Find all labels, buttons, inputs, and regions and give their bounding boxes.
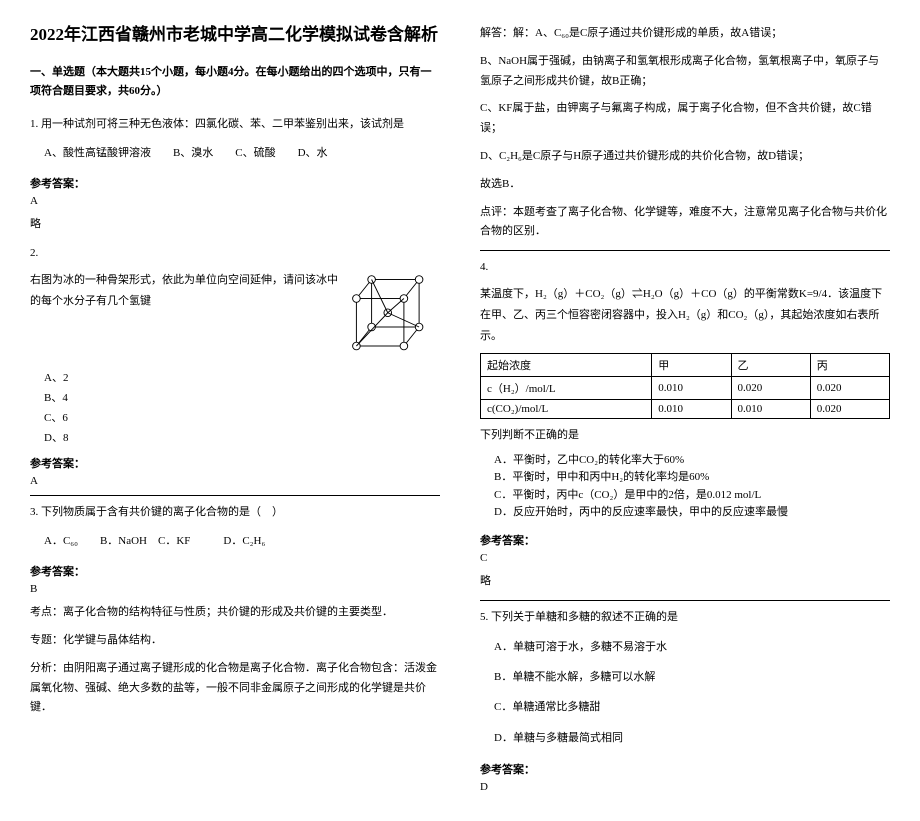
q5-opt-d: D．单糖与多糖最简式相同 bbox=[494, 725, 890, 751]
th: 乙 bbox=[731, 353, 810, 376]
q3-answer-label: 参考答案： bbox=[30, 563, 440, 579]
q5-answer-label: 参考答案： bbox=[480, 761, 890, 777]
q1-answer: A bbox=[30, 195, 440, 207]
q4-stem: 某温度下，H₂（g）＋CO₂（g）⇌H₂O（g）＋CO（g）的平衡常数K=9/4… bbox=[480, 284, 890, 347]
q5-answer: D bbox=[480, 781, 890, 793]
q4-answer: C bbox=[480, 552, 890, 564]
th: 丙 bbox=[810, 353, 889, 376]
q4-opt-d: D．反应开始时，丙中的反应速率最快，甲中的反应速率最慢 bbox=[494, 504, 890, 522]
divider bbox=[30, 495, 440, 496]
q3-dianping: 点评：本题考查了离子化合物、化学键等，难度不大，注意常见离子化合物与共价化合物的… bbox=[480, 203, 890, 243]
q3-kaodian: 考点：离子化合物的结构特征与性质；共价键的形成及共价键的主要类型． bbox=[30, 603, 440, 623]
table-row: c(CO₂)/mol/L 0.010 0.010 0.020 bbox=[481, 399, 890, 418]
q2-opt-b: B、4 bbox=[44, 389, 440, 405]
q2-opt-d: D、8 bbox=[44, 429, 440, 445]
page-title: 2022年江西省赣州市老城中学高二化学模拟试卷含解析 bbox=[30, 20, 440, 45]
q3-answer: B bbox=[30, 583, 440, 595]
th: 甲 bbox=[652, 353, 731, 376]
q4-opt-a: A．平衡时，乙中CO₂的转化率大于60% bbox=[494, 452, 890, 470]
q2-num: 2. bbox=[30, 243, 440, 264]
td: 0.020 bbox=[810, 376, 889, 399]
q5-stem: 5. 下列关于单糖和多糖的叙述不正确的是 bbox=[480, 607, 890, 628]
q3-jd-b: B、NaOH属于强碱，由钠离子和氢氧根形成离子化合物，氢氧根离子中，氧原子与氢原… bbox=[480, 52, 890, 92]
td: 0.020 bbox=[810, 399, 889, 418]
q4-note: 略 bbox=[480, 572, 890, 592]
divider bbox=[480, 600, 890, 601]
q3-jd-a: 解答：解：A、C₆₀是C原子通过共价键形成的单质，故A错误； bbox=[480, 24, 890, 44]
q4-answer-label: 参考答案： bbox=[480, 532, 890, 548]
table-row: 起始浓度 甲 乙 丙 bbox=[481, 353, 890, 376]
td: c(CO₂)/mol/L bbox=[481, 399, 652, 418]
td: 0.010 bbox=[652, 376, 731, 399]
th: 起始浓度 bbox=[481, 353, 652, 376]
q4-table: 起始浓度 甲 乙 丙 c（H₂）/mol/L 0.010 0.020 0.020… bbox=[480, 353, 890, 419]
q3-options: A．C₆₀ B．NaOH C．KF D．C₂H₆ bbox=[44, 529, 440, 553]
q4-num: 4. bbox=[480, 257, 890, 278]
q2-opt-c: C、6 bbox=[44, 409, 440, 425]
q3-jd-d: D、C₂H₆是C原子与H原子通过共价键形成的共价化合物，故D错误； bbox=[480, 147, 890, 167]
td: c（H₂）/mol/L bbox=[481, 376, 652, 399]
q4-opt-c: C．平衡时，丙中c（CO₂）是甲中的2倍，是0.012 mol/L bbox=[494, 487, 890, 505]
q4-sub: 下列判断不正确的是 bbox=[480, 425, 890, 446]
q3-guxuan: 故选B． bbox=[480, 175, 890, 195]
q3-zhuanti: 专题：化学键与晶体结构． bbox=[30, 631, 440, 651]
section-1-heading: 一、单选题（本大题共15个小题，每小题4分。在每小题给出的四个选项中，只有一项符… bbox=[30, 63, 440, 100]
td: 0.020 bbox=[731, 376, 810, 399]
td: 0.010 bbox=[731, 399, 810, 418]
q2-answer: A bbox=[30, 475, 440, 487]
table-row: c（H₂）/mol/L 0.010 0.020 0.020 bbox=[481, 376, 890, 399]
q5-opt-a: A．单糖可溶于水，多糖不易溶于水 bbox=[494, 634, 890, 660]
q1-options: A、酸性高锰酸钾溶液 B、溴水 C、硫酸 D、水 bbox=[44, 141, 440, 165]
q4-opt-b: B．平衡时，甲中和丙中H₂的转化率均是60% bbox=[494, 469, 890, 487]
q1-stem: 1. 用一种试剂可将三种无色液体：四氯化碳、苯、二甲苯鉴别出来，该试剂是 bbox=[30, 114, 440, 135]
cube-lattice-figure bbox=[345, 270, 440, 365]
q2-answer-label: 参考答案： bbox=[30, 455, 440, 471]
q3-stem: 3. 下列物质属于含有共价键的离子化合物的是（ ） bbox=[30, 502, 440, 523]
q5-opt-b: B．单糖不能水解，多糖可以水解 bbox=[494, 664, 890, 690]
q1-note: 略 bbox=[30, 215, 440, 235]
q2-opt-a: A、2 bbox=[44, 369, 440, 385]
q1-answer-label: 参考答案： bbox=[30, 175, 440, 191]
q3-fenxi: 分析：由阴阳离子通过离子键形成的化合物是离子化合物．离子化合物包含：活泼金属氧化… bbox=[30, 659, 440, 718]
td: 0.010 bbox=[652, 399, 731, 418]
divider bbox=[480, 250, 890, 251]
q3-jd-c: C、KF属于盐，由钾离子与氟离子构成，属于离子化合物，但不含共价键，故C错误； bbox=[480, 99, 890, 139]
q5-opt-c: C．单糖通常比多糖甜 bbox=[494, 694, 890, 720]
